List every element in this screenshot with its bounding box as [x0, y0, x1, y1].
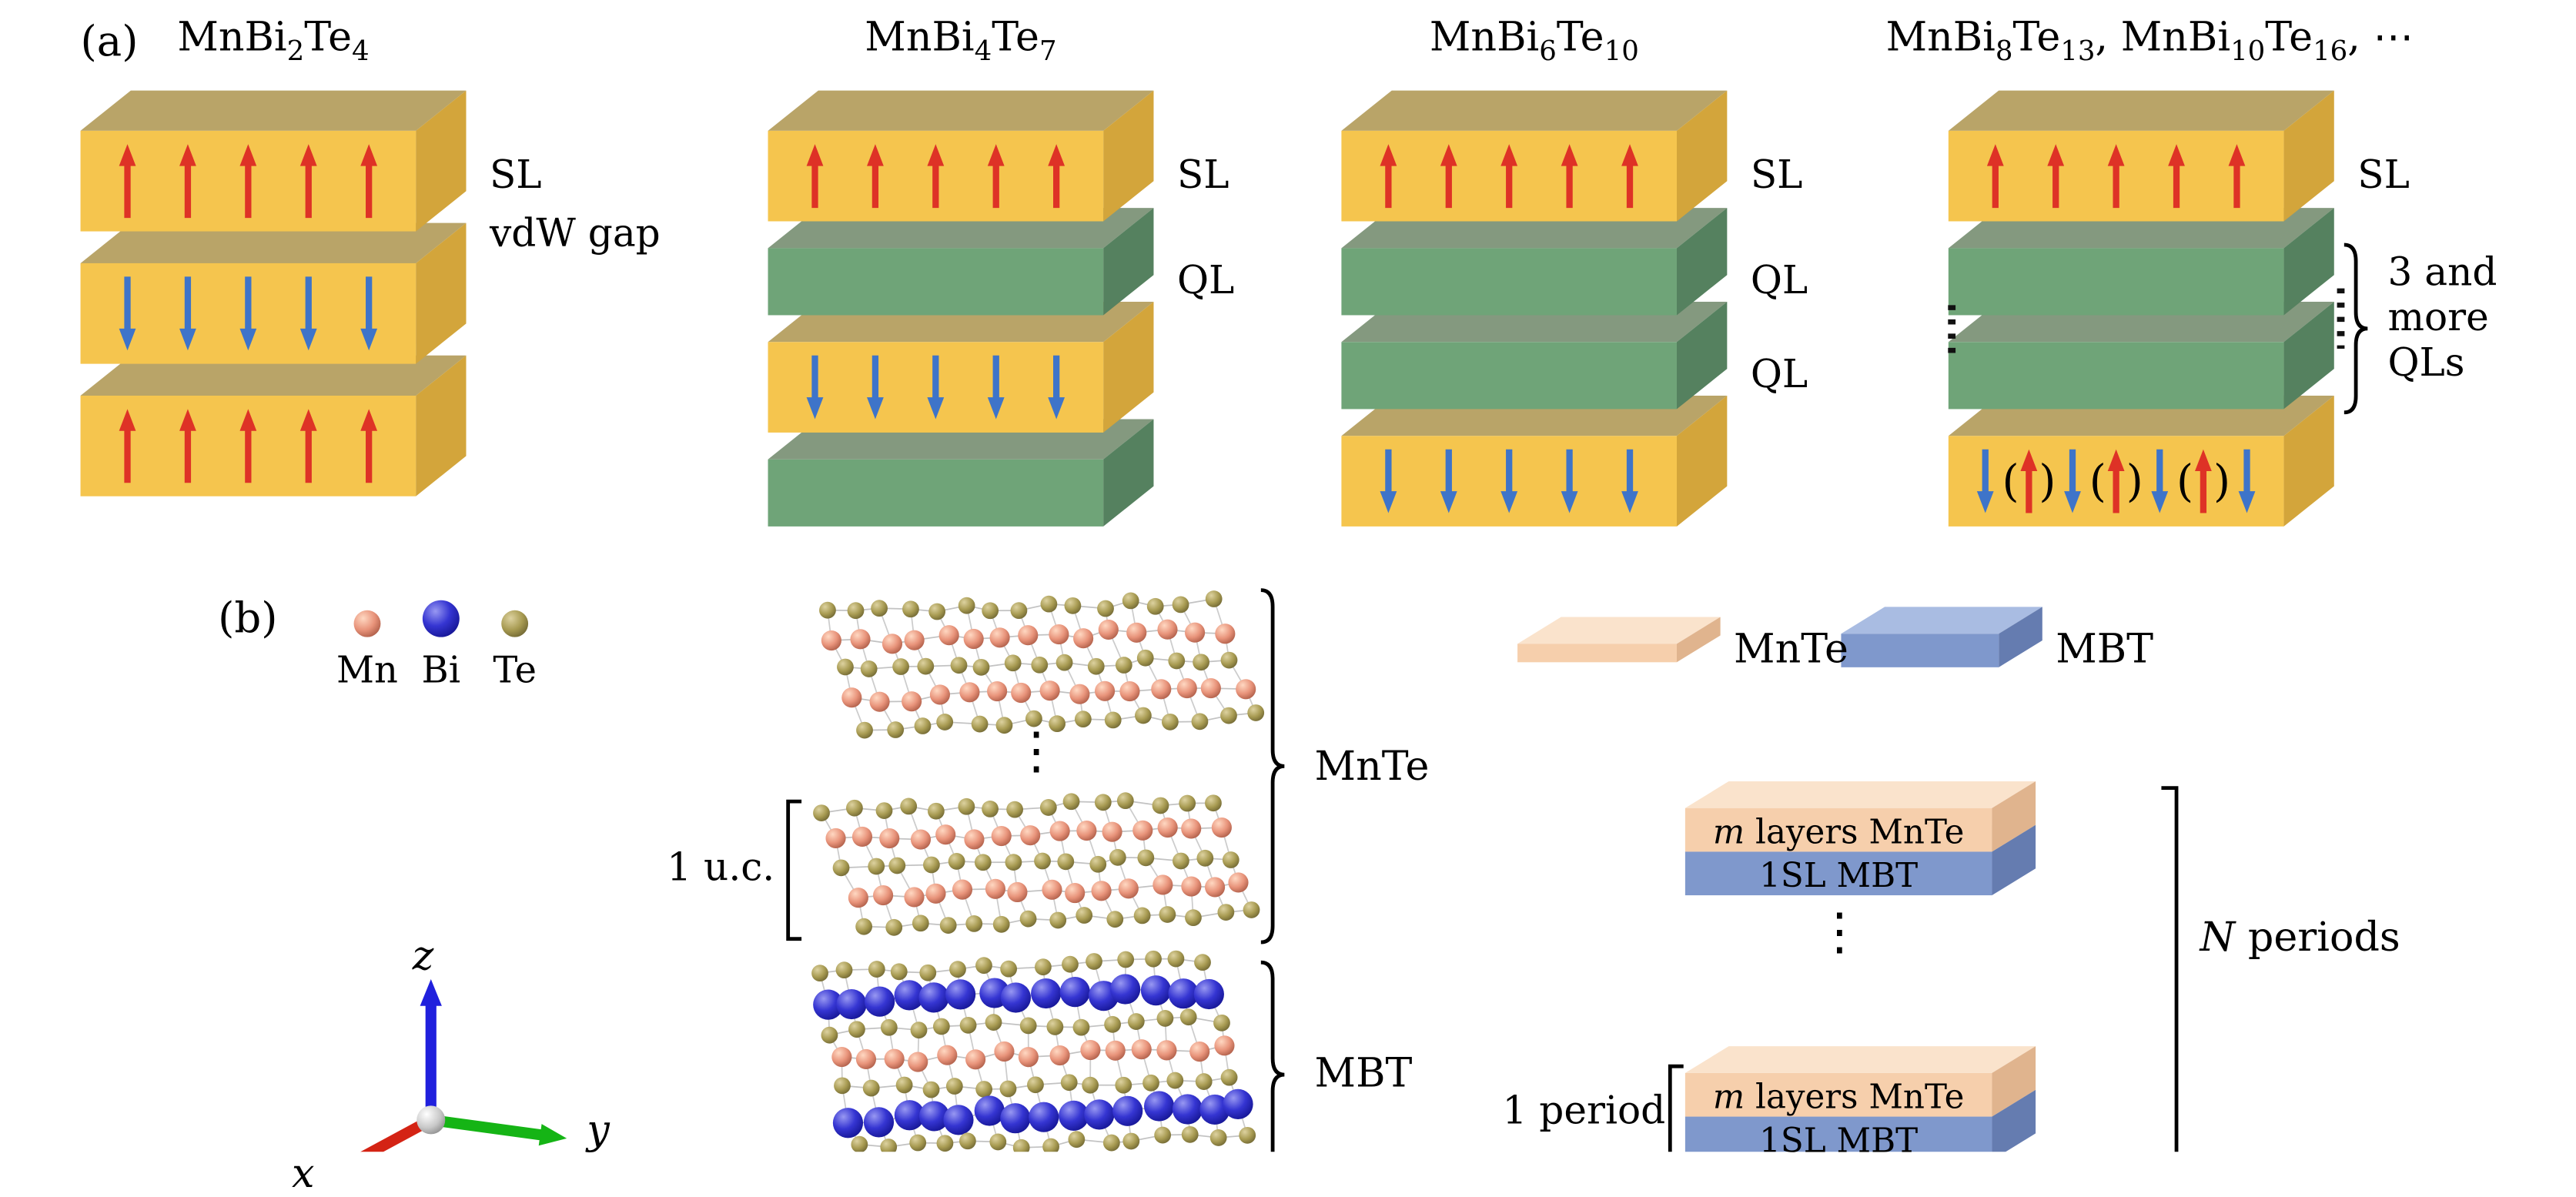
legend-sphere-te [501, 610, 528, 637]
label-col3-ql1: QL [1751, 260, 1808, 305]
stack-bottom-rest: layers MnTe [1745, 1076, 1964, 1116]
var-m-2: m [1713, 1076, 1745, 1116]
bracket-1uc [788, 801, 801, 939]
label-1-period: 1 period [1502, 1090, 1656, 1135]
panel-b-label: (b) [218, 593, 277, 642]
figure-canvas: ()()() (a) (b) MnBi2Te4 MnBi4Te7 MnBi6Te… [0, 0, 2575, 1152]
label-3-and: 3 and [2387, 252, 2497, 296]
slab-stack-4: () () () [1949, 91, 2341, 527]
label-col2-sl: SL [1177, 154, 1229, 199]
legend-sphere-mn [354, 610, 381, 637]
bracket-1-period [1670, 1066, 1683, 1152]
svg-text:): ) [2039, 456, 2056, 507]
crystal-block-mnte-uc [813, 792, 1260, 935]
axis-label-y: y [587, 1106, 610, 1153]
label-mbt-group: MBT [1315, 1052, 1413, 1098]
stack-top-mbt-label: 1SL MBT [1685, 855, 1992, 895]
svg-text:(: ( [2176, 456, 2193, 507]
column-title-mnbi2te4: MnBi2Te4 [105, 13, 441, 66]
crystal-ellipsis-dots: ⋮ [1011, 727, 1061, 777]
svg-text:(: ( [2002, 456, 2019, 507]
label-col1-sl: SL [490, 154, 542, 199]
figure-graphics: () () () [0, 0, 2575, 1152]
label-more: more [2387, 297, 2488, 342]
column-title-mnbi4te7: MnBi4Te7 [793, 13, 1129, 66]
svg-text:): ) [2213, 456, 2230, 507]
label-qls: QLs [2387, 342, 2464, 386]
stack-top-mnte-label: m layers MnTe [1685, 811, 1992, 851]
crystal-block-mnte-top [819, 590, 1264, 738]
stack-bottom-mnte-label: m layers MnTe [1685, 1076, 1992, 1116]
chip-label-mnte: MnTe [1734, 627, 1848, 674]
axes-origin-sphere [417, 1105, 445, 1134]
crystal-block-mbt [811, 951, 1256, 1152]
stack-top-rest: layers MnTe [1745, 811, 1964, 851]
bracket-n-periods [2161, 788, 2176, 1152]
legend-label-te: Te [481, 650, 548, 692]
legend-label-bi: Bi [407, 650, 474, 692]
label-1-uc: 1 u.c. [657, 847, 774, 891]
brace-mbt [1261, 962, 1284, 1152]
legend-label-mn: Mn [333, 650, 400, 692]
axis-label-x: x [292, 1150, 315, 1197]
label-col4-sl: SL [2357, 154, 2410, 199]
svg-text:(: ( [2089, 456, 2106, 507]
slab-stack-3 [1341, 91, 1727, 527]
chip-label-mbt: MBT [2056, 627, 2153, 674]
label-col3-sl: SL [1751, 154, 1803, 199]
var-n: N [2200, 914, 2236, 961]
axis-label-z: z [413, 932, 434, 979]
label-mnte-group: MnTe [1315, 744, 1430, 791]
n-periods-rest: periods [2235, 914, 2400, 961]
slab-stack-2 [768, 91, 1154, 527]
label-col2-ql: QL [1177, 260, 1234, 305]
column-title-mnbi6te10: MnBi6Te10 [1350, 13, 1718, 66]
brace-mnte [1261, 590, 1284, 942]
column-title-mnbi8te13: MnBi8Te13, MnBi10Te16, ⋯ [1873, 13, 2427, 66]
legend-sphere-bi [423, 600, 460, 637]
label-col3-ql2: QL [1751, 354, 1808, 399]
var-m: m [1713, 811, 1745, 851]
legend-spheres [354, 600, 529, 637]
label-n-periods: N periods [2200, 915, 2400, 961]
coordinate-axes [326, 979, 567, 1152]
slab-stack-1 [81, 91, 467, 497]
svg-text:): ) [2126, 456, 2143, 507]
label-col1-vdw-gap: vdW gap [490, 213, 661, 258]
schematic-ellipsis-dots: ⋮ [1815, 908, 1865, 958]
brace-3-and-more-qls [2344, 245, 2367, 413]
stack-bottom-mbt-label: 1SL MBT [1685, 1120, 1992, 1160]
